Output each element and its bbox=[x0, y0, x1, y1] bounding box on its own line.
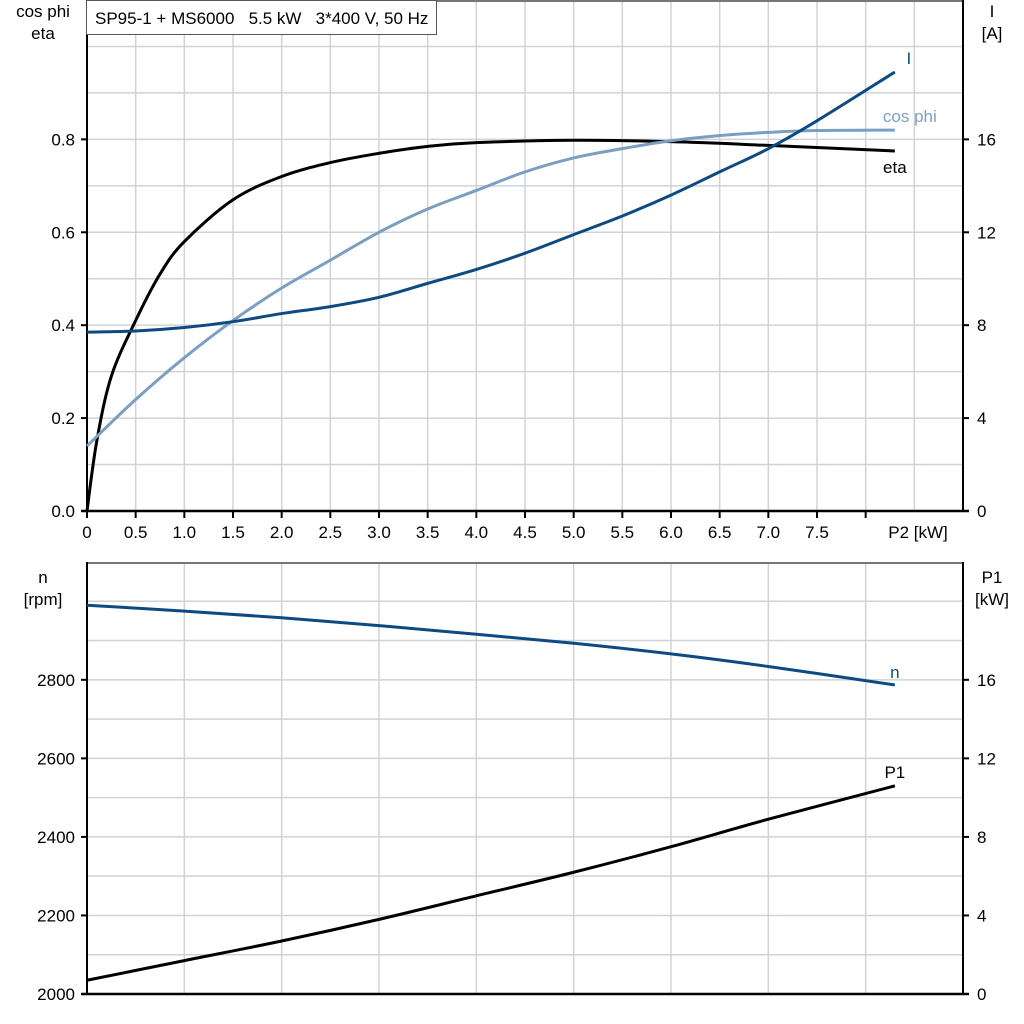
bottom-right-tick-label: 12 bbox=[977, 749, 996, 768]
x-tick-label: 3.5 bbox=[416, 523, 440, 542]
chart-title: SP95-1 + MS6000 5.5 kW 3*400 V, 50 Hz bbox=[86, 0, 438, 35]
bottom-right-tick-label: 0 bbox=[977, 985, 986, 1004]
bottom-left-tick-label: 2600 bbox=[37, 749, 75, 768]
series-line-P1 bbox=[86, 784, 896, 982]
x-tick-label: 5.5 bbox=[611, 523, 635, 542]
top-right-tick-label: 12 bbox=[977, 223, 996, 242]
top-right-tick-label: 0 bbox=[977, 502, 986, 521]
bottom-left-axis-label: [rpm] bbox=[24, 590, 63, 609]
series-line-n bbox=[86, 603, 896, 687]
x-tick-label: 7.0 bbox=[757, 523, 781, 542]
x-tick-label: 5.0 bbox=[562, 523, 586, 542]
bottom-right-tick-label: 4 bbox=[977, 906, 986, 925]
series-label-I: I bbox=[906, 49, 911, 68]
x-tick-label: 6.0 bbox=[659, 523, 683, 542]
series-line-cos-phi bbox=[85, 128, 895, 448]
top-right-axis-label: [A] bbox=[982, 24, 1003, 43]
series-line-I bbox=[86, 70, 896, 334]
bottom-right-tick-label: 8 bbox=[977, 828, 986, 847]
top-left-axis-label: cos phi bbox=[16, 2, 70, 21]
bottom-right-axis-label: P1 bbox=[982, 568, 1003, 587]
x-tick-label: 1.5 bbox=[221, 523, 245, 542]
x-tick-label: 2.0 bbox=[270, 523, 294, 542]
series-label-P1: P1 bbox=[884, 763, 905, 782]
top-left-tick-label: 0.2 bbox=[51, 409, 75, 428]
top-left-axis-label: eta bbox=[31, 24, 55, 43]
x-tick-label: 2.5 bbox=[319, 523, 343, 542]
bottom-left-tick-label: 2200 bbox=[37, 906, 75, 925]
series-label-n: n bbox=[890, 663, 899, 682]
top-right-axis-label: I bbox=[990, 2, 995, 21]
bottom-left-tick-label: 2400 bbox=[37, 828, 75, 847]
bottom-left-axis-label: n bbox=[38, 568, 47, 587]
bottom-right-axis-label: [kW] bbox=[975, 590, 1009, 609]
bottom-left-tick-label: 2000 bbox=[37, 985, 75, 1004]
x-tick-label: 4.5 bbox=[513, 523, 537, 542]
top-left-tick-label: 0.4 bbox=[51, 316, 75, 335]
series-label-eta: eta bbox=[883, 158, 907, 177]
x-tick-label: 6.5 bbox=[708, 523, 732, 542]
x-tick-label: 7.5 bbox=[805, 523, 829, 542]
top-right-tick-label: 4 bbox=[977, 409, 986, 428]
bottom-right-tick-label: 16 bbox=[977, 671, 996, 690]
x-tick-label: 0 bbox=[82, 523, 91, 542]
bottom-left-tick-label: 2800 bbox=[37, 671, 75, 690]
top-right-tick-label: 16 bbox=[977, 130, 996, 149]
x-tick-label: 1.0 bbox=[173, 523, 197, 542]
top-left-tick-label: 0.0 bbox=[51, 502, 75, 521]
x-axis-label: P2 [kW] bbox=[888, 523, 948, 542]
series-label-cos-phi: cos phi bbox=[883, 107, 937, 126]
x-tick-label: 3.0 bbox=[367, 523, 391, 542]
x-tick-label: 0.5 bbox=[124, 523, 148, 542]
top-right-tick-label: 8 bbox=[977, 316, 986, 335]
x-tick-label: 4.0 bbox=[465, 523, 489, 542]
top-left-tick-label: 0.8 bbox=[51, 130, 75, 149]
top-left-tick-label: 0.6 bbox=[51, 223, 75, 242]
